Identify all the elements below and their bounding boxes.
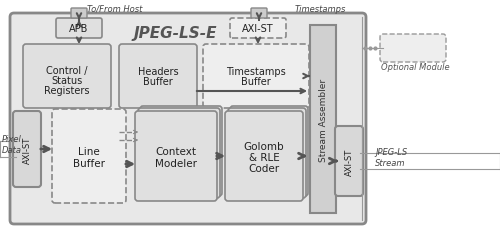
FancyBboxPatch shape xyxy=(10,14,366,224)
Text: Coder: Coder xyxy=(248,163,280,173)
FancyBboxPatch shape xyxy=(119,45,197,109)
FancyBboxPatch shape xyxy=(13,112,41,187)
Text: JPEG-LS-E: JPEG-LS-E xyxy=(133,25,217,40)
FancyBboxPatch shape xyxy=(230,19,286,39)
Text: AXI-ST: AXI-ST xyxy=(242,24,274,34)
Text: Control /: Control / xyxy=(46,66,88,76)
Text: To/From Host: To/From Host xyxy=(88,5,142,14)
Text: Headers: Headers xyxy=(138,67,178,77)
FancyBboxPatch shape xyxy=(225,112,303,201)
Text: Stream Assembler: Stream Assembler xyxy=(318,78,328,161)
Text: Golomb: Golomb xyxy=(244,141,284,151)
Text: Context: Context xyxy=(156,146,196,156)
FancyBboxPatch shape xyxy=(251,9,267,19)
FancyBboxPatch shape xyxy=(140,106,222,196)
Text: Buffer: Buffer xyxy=(73,158,105,168)
Text: AXI-ST: AXI-ST xyxy=(344,148,354,175)
FancyBboxPatch shape xyxy=(335,126,363,196)
Text: Modeler: Modeler xyxy=(155,158,197,168)
Text: Timestamps: Timestamps xyxy=(294,5,346,14)
Text: Optional Module: Optional Module xyxy=(380,63,450,72)
FancyBboxPatch shape xyxy=(23,45,111,109)
FancyBboxPatch shape xyxy=(56,19,102,39)
Text: Line: Line xyxy=(78,146,100,156)
Bar xyxy=(310,26,336,213)
FancyBboxPatch shape xyxy=(380,35,446,63)
Text: AXI-ST: AXI-ST xyxy=(22,136,32,163)
Text: Timestamps: Timestamps xyxy=(226,67,286,77)
FancyBboxPatch shape xyxy=(71,9,87,19)
FancyBboxPatch shape xyxy=(138,109,220,198)
Text: Buffer: Buffer xyxy=(241,77,271,87)
Text: & RLE: & RLE xyxy=(248,152,280,162)
Text: Registers: Registers xyxy=(44,86,90,95)
Text: Status: Status xyxy=(52,76,82,86)
Text: Buffer: Buffer xyxy=(143,77,173,87)
Text: Pixel
Data: Pixel Data xyxy=(2,135,22,154)
Text: APB: APB xyxy=(70,24,88,34)
FancyBboxPatch shape xyxy=(52,109,126,203)
Text: JPEG-LS
Stream: JPEG-LS Stream xyxy=(375,148,407,167)
FancyBboxPatch shape xyxy=(203,45,309,109)
FancyBboxPatch shape xyxy=(228,109,306,198)
FancyBboxPatch shape xyxy=(135,112,217,201)
FancyBboxPatch shape xyxy=(230,106,308,196)
